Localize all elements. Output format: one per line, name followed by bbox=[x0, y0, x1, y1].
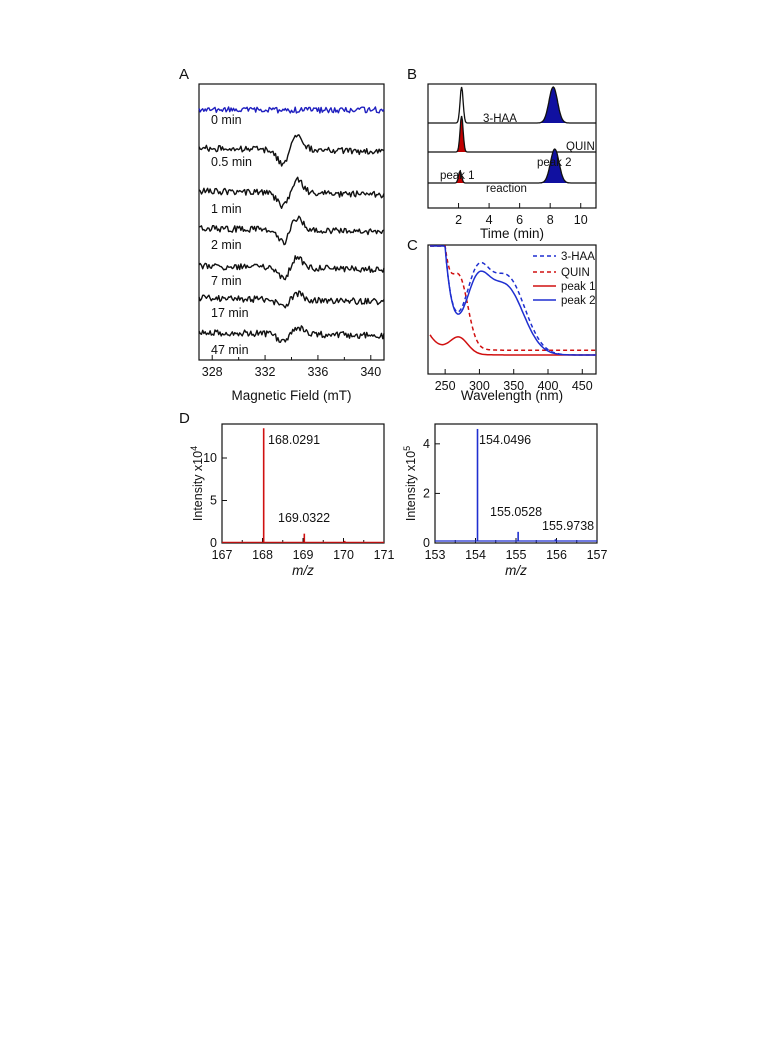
hplc-plot-frame bbox=[427, 83, 597, 209]
ms-right-xtick-label: 157 bbox=[587, 548, 608, 562]
ms-right-peak-label: 154.0496 bbox=[479, 433, 531, 447]
uv-legend-label: peak 1 bbox=[561, 281, 596, 293]
hplc-label-3haa: 3-HAA bbox=[483, 113, 517, 125]
ms-right-xtick-label: 156 bbox=[546, 548, 567, 562]
ms-right-y-axis-title-exponent: 5 bbox=[402, 446, 412, 451]
panel-c-label: C bbox=[407, 237, 418, 254]
hplc-xtick-label: 10 bbox=[574, 213, 588, 227]
epr-trace-0 bbox=[198, 106, 385, 114]
uv-trace-2 bbox=[429, 334, 596, 356]
epr-trace-label: 2 min bbox=[211, 238, 242, 252]
ms-right-ytick-label: 0 bbox=[423, 536, 430, 550]
ms-right-xtick-label: 155 bbox=[506, 548, 527, 562]
epr-trace-3 bbox=[198, 215, 385, 246]
ms-right-ytick-label: 4 bbox=[423, 437, 430, 451]
epr-xtick-label: 332 bbox=[255, 365, 276, 379]
epr-trace-label: 17 min bbox=[211, 306, 249, 320]
hplc-xtick-label: 4 bbox=[486, 213, 493, 227]
epr-xtick-label: 328 bbox=[202, 365, 223, 379]
uv-legend-label: QUIN bbox=[561, 267, 590, 279]
panel-b-label: B bbox=[407, 66, 417, 83]
hplc-trace-0 bbox=[428, 86, 596, 124]
ms-left-xtick-label: 169 bbox=[293, 548, 314, 562]
uv-xtick-label: 350 bbox=[503, 379, 524, 393]
ms-right-peak-label: 155.0528 bbox=[490, 505, 542, 519]
hplc-trace-2 bbox=[428, 148, 596, 184]
ms-right-y-axis-title: Intensity x105 bbox=[402, 446, 418, 521]
ms-left-xtick-label: 168 bbox=[252, 548, 273, 562]
ms-left-ytick-label: 0 bbox=[210, 536, 217, 550]
uv-xtick-label: 450 bbox=[572, 379, 593, 393]
epr-xtick-label: 340 bbox=[360, 365, 381, 379]
panel-d-mass-spectrum-right: 153 154 155 156 157 0 2 4 Intensity x105 m/z 154.0… bbox=[402, 423, 608, 578]
uv-xtick-label: 300 bbox=[469, 379, 490, 393]
hplc-label-reaction: reaction bbox=[486, 183, 527, 195]
epr-xtick-label: 336 bbox=[307, 365, 328, 379]
hplc-annotation-peak1: peak 1 bbox=[440, 170, 475, 182]
epr-trace-label: 1 min bbox=[211, 202, 242, 216]
uv-legend-label: peak 2 bbox=[561, 295, 596, 307]
ms-left-x-axis-title: m/z bbox=[292, 563, 314, 578]
uv-trace-3 bbox=[430, 245, 596, 356]
epr-trace-label: 0.5 min bbox=[211, 155, 252, 169]
uv-xtick-label: 400 bbox=[538, 379, 559, 393]
epr-trace-label: 0 min bbox=[211, 113, 242, 127]
ms-left-y-axis-title: Intensity x104 bbox=[189, 446, 205, 521]
hplc-x-axis-title: Time (min) bbox=[480, 226, 544, 241]
hplc-peak-fill-0-1 bbox=[540, 87, 567, 123]
epr-trace-6 bbox=[198, 325, 385, 343]
panel-b-chromatograms: 2 4 6 8 10 Time (min) 3-HAA QUIN reaction peak 1 p… bbox=[427, 83, 597, 241]
ms-right-y-axis-title-text: Intensity x10 bbox=[404, 451, 418, 521]
panel-c-uv-vis-spectra: 250 300 350 400 450 Wavelength (nm) 3-HAA QUIN p… bbox=[427, 244, 597, 403]
ms-right-xtick-label: 154 bbox=[465, 548, 486, 562]
ms-left-xtick-label: 167 bbox=[212, 548, 233, 562]
ms-left-peak-label: 168.0291 bbox=[268, 433, 320, 447]
hplc-trace-1 bbox=[428, 115, 596, 153]
epr-x-axis-title: Magnetic Field (mT) bbox=[231, 388, 351, 403]
uv-trace-1 bbox=[430, 245, 596, 351]
hplc-annotation-peak2: peak 2 bbox=[537, 157, 572, 169]
ms-right-xtick-label: 153 bbox=[425, 548, 446, 562]
uv-legend-label: 3-HAA bbox=[561, 251, 595, 263]
ms-right-peak-label: 155.9738 bbox=[542, 519, 594, 533]
ms-right-ytick-label: 2 bbox=[423, 486, 430, 500]
hplc-xtick-label: 2 bbox=[455, 213, 462, 227]
panel-d-label: D bbox=[179, 410, 190, 427]
hplc-peak-fill-2-1 bbox=[541, 149, 568, 183]
epr-trace-label: 47 min bbox=[211, 343, 249, 357]
epr-trace-5 bbox=[198, 290, 385, 309]
uv-xtick-label: 250 bbox=[435, 379, 456, 393]
epr-trace-label: 7 min bbox=[211, 274, 242, 288]
ms-left-xtick-label: 170 bbox=[333, 548, 354, 562]
ms-left-y-axis-title-text: Intensity x10 bbox=[191, 451, 205, 521]
panel-a-epr-spectra: 328 332 336 340 Magnetic Field (mT) 0 min 0.5 … bbox=[198, 83, 385, 403]
ms-left-xtick-label: 171 bbox=[374, 548, 395, 562]
epr-trace-2 bbox=[198, 176, 385, 209]
hplc-label-quin: QUIN bbox=[566, 141, 595, 153]
uv-plot-frame bbox=[427, 244, 597, 375]
ms-left-ytick-label: 5 bbox=[210, 494, 217, 508]
hplc-xtick-label: 6 bbox=[516, 213, 523, 227]
epr-trace-1 bbox=[198, 134, 385, 167]
ms-left-ytick-label: 10 bbox=[203, 451, 217, 465]
ms-left-peak-label: 169.0322 bbox=[278, 511, 330, 525]
panel-a-label: A bbox=[179, 66, 189, 83]
epr-trace-4 bbox=[198, 255, 385, 281]
ms-left-y-axis-title-exponent: 4 bbox=[189, 446, 199, 451]
uv-x-axis-title: Wavelength (nm) bbox=[461, 388, 563, 403]
ms-right-x-axis-title: m/z bbox=[505, 563, 527, 578]
hplc-xtick-label: 8 bbox=[547, 213, 554, 227]
